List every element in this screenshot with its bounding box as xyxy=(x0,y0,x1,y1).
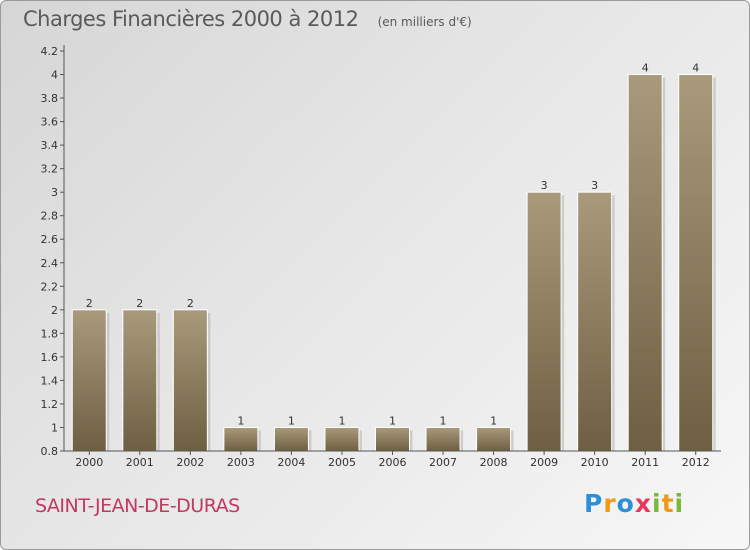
y-tick-label: 4 xyxy=(51,69,58,82)
logo-letter: t xyxy=(661,489,675,518)
y-tick-label: 1.6 xyxy=(41,351,59,364)
data-label: 4 xyxy=(692,62,699,75)
bar-2000 xyxy=(71,309,107,452)
x-tick-label: 2004 xyxy=(277,456,305,469)
data-label: 3 xyxy=(591,179,598,192)
x-tick-label: 2007 xyxy=(429,456,457,469)
x-tick-label: 2012 xyxy=(682,456,710,469)
y-tick-label: 2.4 xyxy=(41,257,59,270)
bar-2009 xyxy=(526,191,562,452)
y-tick-label: 3.6 xyxy=(41,116,59,129)
data-label: 1 xyxy=(338,414,345,427)
logo-letter: x xyxy=(634,489,652,518)
data-label: 1 xyxy=(490,414,497,427)
bars: 2 2 2 1 1 1 1 1 1 3 3 4 4 xyxy=(71,62,716,452)
chart-subtitle: (en milliers d'€) xyxy=(377,15,472,29)
x-tick-label: 2009 xyxy=(530,456,558,469)
logo-letter: i xyxy=(652,489,662,518)
x-tick-label: 2001 xyxy=(126,456,154,469)
x-tick-label: 2000 xyxy=(75,456,103,469)
y-tick-label: 3.2 xyxy=(41,163,59,176)
y-tick-label: 1.4 xyxy=(41,374,59,387)
y-tick-label: 3.8 xyxy=(41,92,59,105)
bar-2003 xyxy=(223,426,259,452)
bar-2002 xyxy=(172,309,208,452)
data-label: 3 xyxy=(541,179,548,192)
y-tick-label: 3 xyxy=(51,186,58,199)
logo-letter: i xyxy=(674,489,685,518)
bar-2006 xyxy=(375,426,410,452)
x-tick-label: 2006 xyxy=(379,456,407,469)
bar-2005 xyxy=(324,426,360,452)
x-tick-label: 2010 xyxy=(581,456,609,469)
data-label: 2 xyxy=(86,297,93,310)
y-tick-label: 2.2 xyxy=(41,280,59,293)
data-label: 1 xyxy=(288,414,295,427)
chart-title: Charges Financières 2000 à 2012 xyxy=(23,7,359,31)
logo-letter: o xyxy=(616,489,635,518)
y-tick-label: 2.6 xyxy=(41,233,59,246)
x-tick-label: 2008 xyxy=(480,456,508,469)
logo-letter: P xyxy=(584,489,604,518)
y-tick-label: 0.8 xyxy=(41,445,59,458)
y-tick-label: 1 xyxy=(51,421,58,434)
title-row: Charges Financières 2000 à 2012 (en mill… xyxy=(23,7,472,31)
data-label: 4 xyxy=(642,62,649,75)
x-axis: 2000 2001 2002 2003 2004 2005 2006 2007 2008 2009… xyxy=(64,450,721,469)
y-tick-label: 3.4 xyxy=(41,139,59,152)
bar-2008 xyxy=(476,426,512,452)
x-tick-label: 2003 xyxy=(227,456,255,469)
bar-2004 xyxy=(273,426,309,452)
bar-2012 xyxy=(678,74,714,452)
x-tick-label: 2002 xyxy=(176,456,204,469)
y-tick-label: 1.8 xyxy=(41,327,59,340)
bar-2011 xyxy=(627,74,663,452)
bar-2010 xyxy=(577,191,613,452)
commune-name: SAINT-JEAN-DE-DURAS xyxy=(35,495,240,517)
y-tick-label: 2 xyxy=(51,304,58,317)
data-label: 2 xyxy=(136,297,143,310)
data-label: 1 xyxy=(440,414,447,427)
bar-2007 xyxy=(425,426,461,452)
x-tick-label: 2005 xyxy=(328,456,356,469)
data-label: 1 xyxy=(237,414,244,427)
bar-2001 xyxy=(122,309,158,452)
y-tick-label: 4.2 xyxy=(41,45,59,58)
data-label: 1 xyxy=(389,414,396,427)
proxiti-logo[interactable]: Proxiti xyxy=(584,489,684,518)
data-label: 2 xyxy=(187,297,194,310)
logo-letter: r xyxy=(603,489,617,518)
y-tick-label: 2.8 xyxy=(41,210,59,223)
y-tick-label: 1.2 xyxy=(41,398,59,411)
y-axis: 0.8 1 1.2 1.4 1.6 1.8 2 2.2 2.4 2.6 2.8 3 3.2 3.4 3.6 3… xyxy=(41,45,65,458)
x-tick-label: 2011 xyxy=(631,456,659,469)
